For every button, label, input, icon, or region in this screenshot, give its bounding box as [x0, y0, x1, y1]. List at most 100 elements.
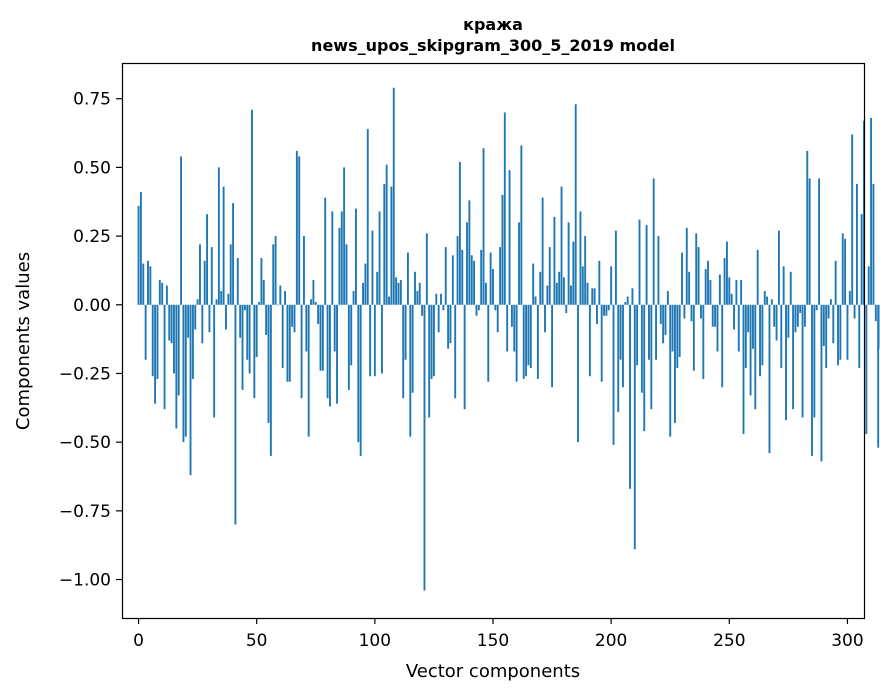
- bar: [380, 304, 383, 374]
- bar: [586, 282, 589, 305]
- bar: [352, 291, 355, 305]
- bar: [555, 282, 558, 305]
- x-tick-label: 300: [831, 631, 863, 651]
- bar: [837, 304, 839, 366]
- bar: [822, 304, 825, 346]
- bar: [295, 150, 298, 305]
- bar: [718, 274, 721, 305]
- bar: [870, 117, 873, 305]
- bar: [506, 304, 509, 352]
- bar: [877, 304, 880, 448]
- bar: [671, 304, 674, 352]
- bar: [496, 304, 499, 333]
- bar: [827, 304, 830, 319]
- bar: [811, 304, 813, 456]
- bar: [329, 304, 331, 407]
- bar: [378, 211, 381, 305]
- bar: [406, 252, 409, 305]
- bar: [565, 304, 568, 314]
- bar: [782, 266, 785, 305]
- bar: [562, 277, 565, 305]
- bar: [208, 304, 211, 333]
- bar: [338, 227, 341, 305]
- bar: [175, 304, 178, 429]
- bar: [548, 247, 551, 305]
- bar: [799, 304, 802, 314]
- bar: [860, 214, 863, 305]
- bar: [825, 304, 828, 368]
- bar: [522, 304, 525, 379]
- bar: [735, 280, 738, 305]
- bar: [536, 304, 539, 379]
- bar: [626, 296, 629, 305]
- bar: [149, 266, 152, 305]
- bar: [763, 291, 766, 305]
- bar: [487, 304, 490, 382]
- bar: [184, 304, 187, 437]
- chart-subtitle: news_upos_skipgram_300_5_2019 model: [311, 36, 675, 55]
- x-tick-label: 50: [246, 631, 268, 651]
- bar: [631, 288, 634, 305]
- bar: [468, 200, 471, 305]
- bar: [700, 304, 702, 319]
- bar: [662, 304, 665, 344]
- bar: [773, 304, 776, 327]
- bar: [236, 258, 239, 305]
- bar: [286, 304, 289, 382]
- bar: [716, 304, 719, 352]
- bar: [279, 285, 282, 305]
- bar: [726, 241, 728, 305]
- bar: [744, 304, 747, 368]
- bar: [697, 247, 700, 305]
- bar: [371, 230, 374, 305]
- bar: [806, 150, 809, 305]
- bar: [515, 304, 518, 382]
- bar: [815, 304, 818, 311]
- bar: [813, 304, 816, 418]
- bar: [333, 304, 336, 352]
- bar: [298, 156, 301, 305]
- bar: [326, 304, 329, 399]
- bar: [484, 282, 487, 305]
- bar: [461, 249, 464, 305]
- bar: [808, 178, 811, 305]
- bar: [210, 247, 213, 305]
- bar: [147, 260, 149, 305]
- bar: [851, 134, 854, 305]
- bar: [414, 271, 416, 305]
- bar: [643, 304, 646, 432]
- bar: [350, 304, 353, 366]
- bar: [399, 280, 402, 305]
- bar: [217, 167, 220, 305]
- y-tick-label: 0.75: [73, 90, 111, 110]
- bar: [451, 255, 454, 305]
- bar: [390, 186, 393, 305]
- bar: [499, 247, 502, 305]
- bar: [260, 258, 263, 305]
- bar: [281, 304, 284, 368]
- bar: [655, 304, 657, 360]
- bar: [466, 222, 468, 305]
- bar: [640, 304, 643, 393]
- bar: [423, 304, 426, 591]
- bar: [610, 266, 613, 305]
- bar: [163, 304, 166, 410]
- bar: [142, 263, 145, 305]
- bar: [874, 304, 877, 322]
- bar: [139, 192, 142, 305]
- bar: [872, 183, 875, 305]
- y-axis-label: Components values: [13, 252, 34, 430]
- bar: [596, 304, 598, 325]
- bar: [151, 304, 154, 377]
- bar: [775, 304, 778, 341]
- bar: [411, 304, 414, 393]
- bar: [525, 304, 528, 377]
- bar: [473, 260, 476, 305]
- bar: [191, 304, 194, 379]
- bar: [721, 304, 724, 388]
- bar: [756, 249, 759, 305]
- bar: [508, 170, 511, 305]
- bar: [820, 304, 823, 462]
- bar: [267, 304, 270, 423]
